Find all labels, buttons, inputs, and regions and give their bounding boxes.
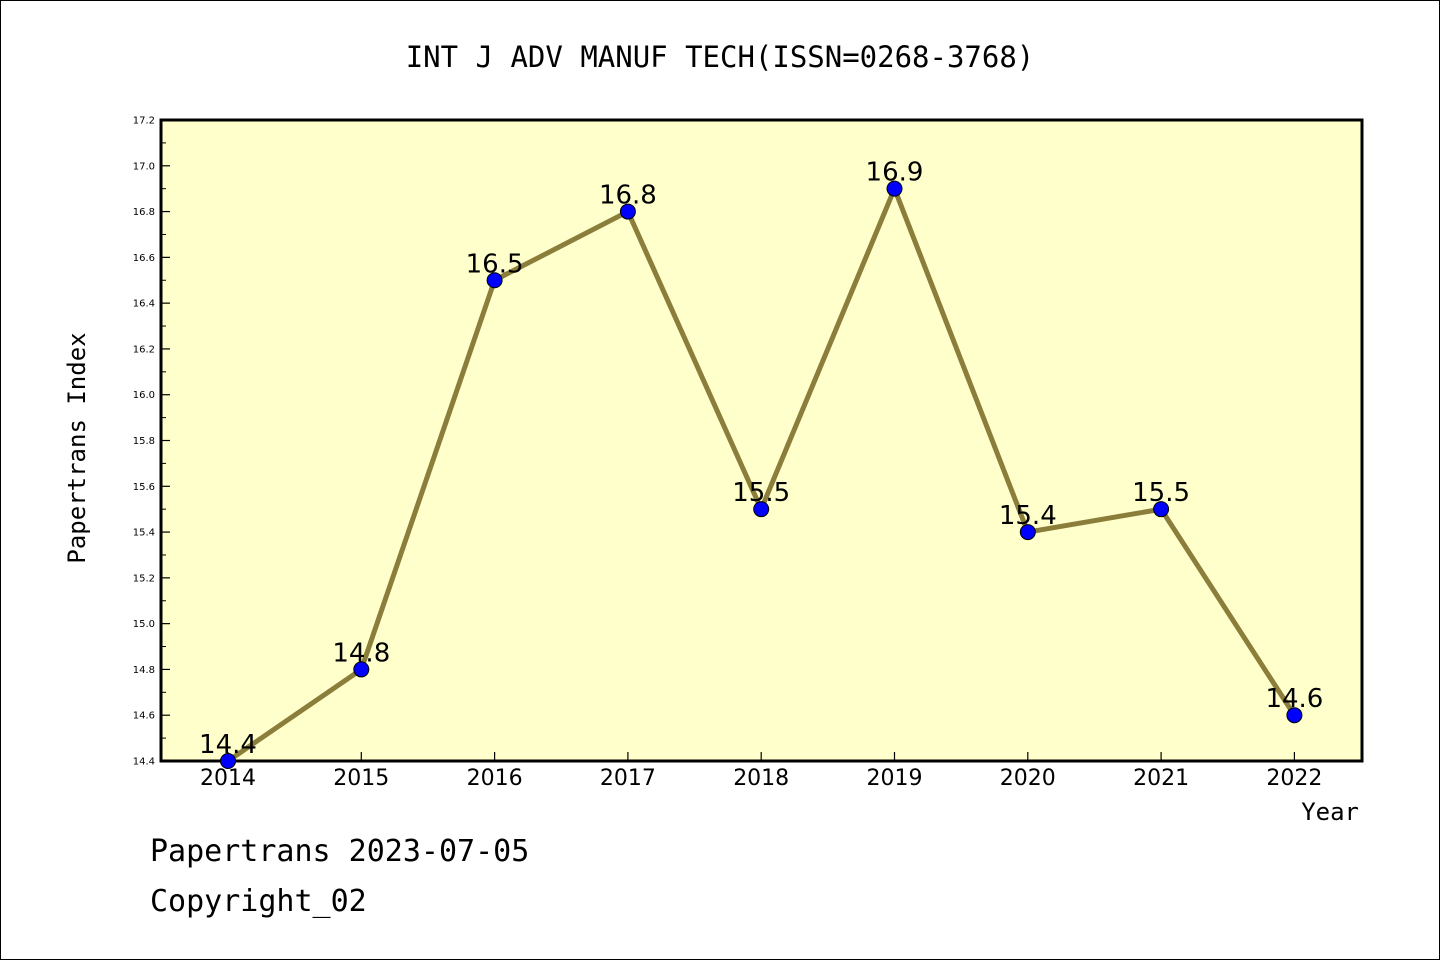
x-tick-label: 2014 — [200, 766, 256, 791]
series-layer: 14.4 14.8 16.5 16.8 15.5 16.9 15.4 15.5 14.6 — [199, 158, 1323, 769]
y-tick-label: 17.0 — [133, 161, 155, 172]
data-point — [220, 753, 236, 769]
y-tick-label: 16.4 — [133, 299, 155, 310]
y-tick-label: 14.6 — [133, 711, 155, 722]
y-tick-label: 15.4 — [133, 528, 155, 539]
data-point — [753, 501, 770, 518]
data-label: 14.4 — [199, 730, 257, 760]
footer-copyright: Copyright_02 — [150, 884, 367, 919]
x-tick-label: 2017 — [600, 766, 656, 791]
x-tick-label: 2020 — [1000, 766, 1056, 791]
y-tick-label: 16.6 — [133, 253, 155, 264]
plot-area — [159, 118, 1364, 763]
data-label: 15.5 — [732, 478, 790, 508]
data-label: 15.4 — [999, 501, 1057, 531]
data-point — [886, 180, 903, 197]
chart-title: INT J ADV MANUF TECH(ISSN=0268-3768) — [406, 40, 1035, 74]
data-point — [353, 661, 370, 678]
data-point — [1286, 707, 1303, 724]
y-tick-label: 15.6 — [133, 482, 155, 493]
x-tick-label: 2021 — [1133, 766, 1189, 791]
y-axis-label: Papertrans Index — [63, 332, 91, 563]
x-tick-label: 2018 — [733, 766, 789, 791]
y-tick-label: 16.8 — [133, 207, 155, 218]
x-tick-label: 2022 — [1266, 766, 1322, 791]
y-tick-label: 16.2 — [133, 344, 155, 355]
y-tick-label: 14.4 — [133, 757, 155, 768]
data-point — [1153, 501, 1170, 518]
data-label: 16.5 — [466, 249, 524, 279]
y-tick-label: 15.8 — [133, 436, 155, 447]
data-label: 16.9 — [866, 158, 924, 188]
x-axis-label: Year — [1301, 798, 1359, 826]
y-tick-label: 15.0 — [133, 619, 155, 630]
x-tick-label: 2016 — [467, 766, 523, 791]
y-tick-label: 14.8 — [133, 665, 155, 676]
y-tick-label: 15.2 — [133, 573, 155, 584]
x-axis-ticks: 2014 2015 2016 2017 2018 2019 2020 2021 2022 — [200, 752, 1322, 791]
footer-date: Papertrans 2023-07-05 — [150, 834, 530, 869]
data-label: 14.8 — [332, 638, 390, 668]
data-point — [1019, 524, 1036, 541]
data-label: 14.6 — [1265, 684, 1323, 714]
y-tick-label: 16.0 — [133, 390, 155, 401]
data-label: 16.8 — [599, 181, 657, 211]
x-tick-label: 2015 — [333, 766, 389, 791]
y-tick-label: 17.2 — [133, 116, 155, 127]
y-axis-ticks: 14.4 14.6 14.8 15.0 15.2 15.4 15.6 15.8 16.0 16.2… — [133, 116, 170, 768]
x-tick-label: 2019 — [867, 766, 923, 791]
data-point — [619, 203, 636, 220]
data-label: 15.5 — [1132, 478, 1190, 508]
data-point — [486, 272, 503, 289]
